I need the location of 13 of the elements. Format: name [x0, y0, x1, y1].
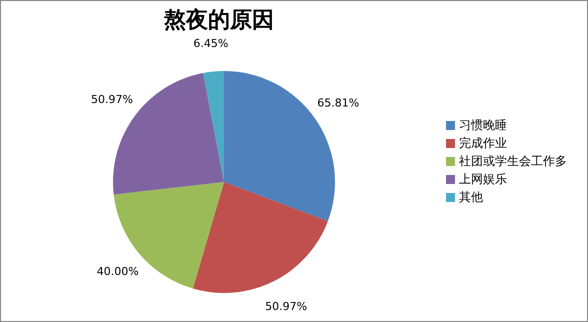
legend-label: 上网娱乐	[459, 172, 507, 186]
legend-label: 完成作业	[459, 136, 507, 150]
pie-slice	[192, 182, 328, 293]
legend-label: 社团或学生会工作多	[459, 154, 567, 168]
data-label: 50.97%	[91, 93, 133, 106]
pie-slice	[203, 71, 224, 182]
legend-label: 其他	[459, 190, 483, 204]
legend-label: 习惯晚睡	[459, 118, 507, 132]
data-label: 50.97%	[265, 300, 308, 313]
data-label: 65.81%	[317, 96, 360, 110]
data-label: 40.00%	[96, 265, 139, 278]
data-label: 6.45%	[193, 37, 228, 50]
chart-title: 熬夜的原因	[163, 6, 275, 35]
